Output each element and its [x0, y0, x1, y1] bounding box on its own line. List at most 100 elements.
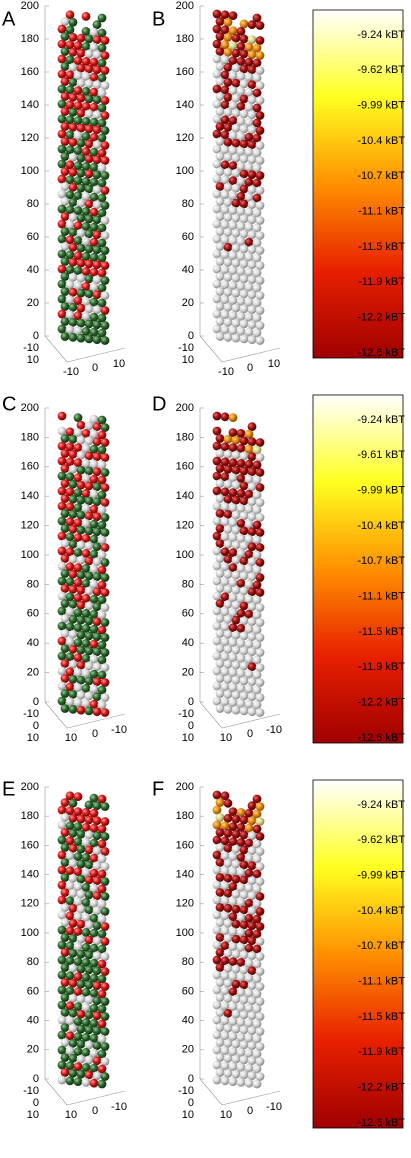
sphere — [84, 875, 94, 885]
sphere — [228, 653, 238, 662]
sphere — [84, 1055, 94, 1065]
sphere — [65, 502, 75, 512]
sphere — [100, 817, 110, 826]
sphere — [223, 1023, 233, 1033]
colorbar-label: -10.7 kBT — [357, 555, 405, 567]
sphere — [247, 230, 257, 240]
sphere — [84, 274, 94, 284]
sphere — [228, 927, 238, 936]
sphere — [100, 618, 110, 627]
sphere — [220, 472, 230, 482]
sphere — [84, 691, 94, 701]
sphere — [84, 139, 94, 149]
sphere — [68, 332, 78, 342]
side-tick-label: -10 — [23, 1085, 39, 1097]
sphere — [220, 442, 230, 452]
sphere-column — [57, 791, 110, 1089]
z-tick-label: 200 — [176, 402, 194, 414]
sphere — [57, 84, 67, 94]
sphere — [81, 579, 91, 588]
sphere — [68, 182, 78, 192]
sphere — [89, 177, 99, 187]
sphere — [239, 19, 249, 29]
sphere — [252, 118, 262, 128]
sphere — [92, 801, 102, 811]
sphere — [73, 161, 83, 171]
sphere — [97, 1064, 107, 1074]
sphere — [57, 576, 67, 586]
sphere — [89, 684, 99, 694]
colorbar-label: -10.4 kBT — [357, 135, 405, 147]
sphere — [81, 549, 91, 558]
sphere — [89, 594, 99, 604]
sphere — [73, 503, 83, 512]
sphere — [81, 594, 91, 603]
sphere — [76, 994, 86, 1004]
sphere — [252, 193, 262, 203]
sphere — [255, 678, 265, 687]
sphere — [92, 557, 102, 567]
sphere — [84, 94, 94, 104]
sphere — [220, 986, 230, 996]
sphere — [223, 524, 233, 534]
sphere — [68, 32, 78, 42]
sphere — [81, 928, 91, 937]
sphere — [215, 332, 225, 341]
sphere — [252, 1064, 262, 1074]
sphere — [252, 914, 262, 924]
sphere — [236, 549, 246, 558]
sphere — [252, 208, 262, 218]
sphere — [76, 949, 86, 959]
sphere — [252, 655, 262, 665]
sphere — [220, 160, 230, 170]
sphere — [68, 1023, 78, 1033]
sphere — [247, 996, 257, 1006]
z-tick-label: 20 — [182, 1044, 194, 1056]
base-axes — [44, 701, 126, 729]
sphere — [76, 78, 86, 88]
sphere — [239, 935, 249, 945]
sphere — [89, 808, 99, 818]
sphere — [76, 63, 86, 73]
sphere — [228, 41, 238, 50]
sphere — [231, 450, 241, 460]
sphere — [65, 806, 75, 816]
z-tick-label: 100 — [21, 549, 39, 561]
z-tick-label: 140 — [176, 99, 194, 111]
sphere — [252, 794, 262, 804]
z-tick-label: 160 — [176, 461, 194, 473]
sphere — [65, 70, 75, 80]
sphere — [252, 670, 262, 680]
sphere — [89, 793, 99, 803]
sphere — [60, 524, 70, 533]
side-tick-label: 0 — [33, 720, 39, 732]
sphere — [215, 1008, 225, 1017]
sphere — [60, 152, 70, 161]
z-tick-label: 120 — [21, 132, 39, 144]
sphere — [57, 486, 67, 496]
sphere — [68, 843, 78, 853]
sphere — [97, 73, 107, 83]
sphere — [223, 77, 233, 87]
z-tick-label: 120 — [176, 132, 194, 144]
sphere — [68, 479, 78, 489]
sphere — [100, 513, 110, 522]
sphere — [236, 579, 246, 588]
sphere — [247, 662, 257, 672]
sphere — [252, 640, 262, 650]
sphere — [100, 937, 110, 946]
sphere — [231, 123, 241, 133]
sphere — [239, 845, 249, 855]
sphere — [244, 928, 254, 938]
sphere — [228, 1077, 238, 1086]
sphere — [228, 698, 238, 707]
sphere — [220, 971, 230, 981]
sphere — [244, 57, 254, 67]
sphere — [60, 843, 70, 852]
sphere — [84, 935, 94, 945]
sphere — [92, 677, 102, 687]
colorbar-label: -12.2 kBT — [357, 312, 405, 324]
sphere — [57, 651, 67, 661]
sphere — [236, 1078, 246, 1087]
sphere — [228, 867, 238, 876]
